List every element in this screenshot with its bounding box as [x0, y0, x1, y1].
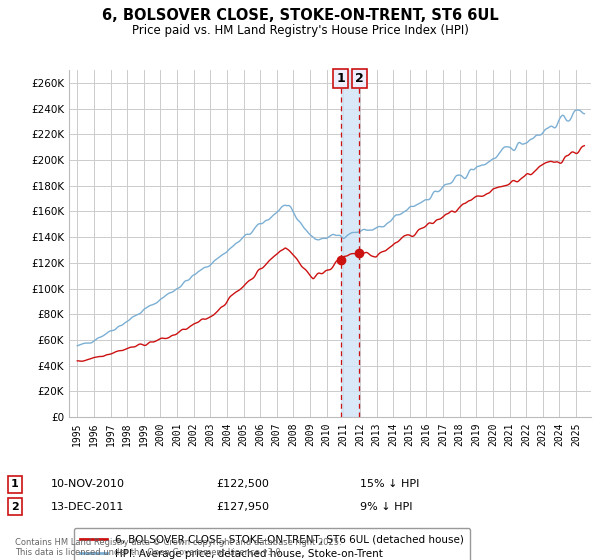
Text: 1: 1	[337, 72, 345, 85]
Text: £122,500: £122,500	[216, 479, 269, 489]
Text: 13-DEC-2011: 13-DEC-2011	[51, 502, 124, 512]
Text: 2: 2	[11, 502, 19, 512]
Text: Price paid vs. HM Land Registry's House Price Index (HPI): Price paid vs. HM Land Registry's House …	[131, 24, 469, 36]
Text: 6, BOLSOVER CLOSE, STOKE-ON-TRENT, ST6 6UL: 6, BOLSOVER CLOSE, STOKE-ON-TRENT, ST6 6…	[101, 8, 499, 24]
Text: 10-NOV-2010: 10-NOV-2010	[51, 479, 125, 489]
Text: 9% ↓ HPI: 9% ↓ HPI	[360, 502, 413, 512]
Bar	[341, 70, 359, 417]
Text: Contains HM Land Registry data © Crown copyright and database right 2025.
This d: Contains HM Land Registry data © Crown c…	[15, 538, 341, 557]
Text: £127,950: £127,950	[216, 502, 269, 512]
Text: 2: 2	[355, 72, 364, 85]
Text: 1: 1	[11, 479, 19, 489]
Legend: 6, BOLSOVER CLOSE, STOKE-ON-TRENT, ST6 6UL (detached house), HPI: Average price,: 6, BOLSOVER CLOSE, STOKE-ON-TRENT, ST6 6…	[74, 528, 470, 560]
Text: 15% ↓ HPI: 15% ↓ HPI	[360, 479, 419, 489]
